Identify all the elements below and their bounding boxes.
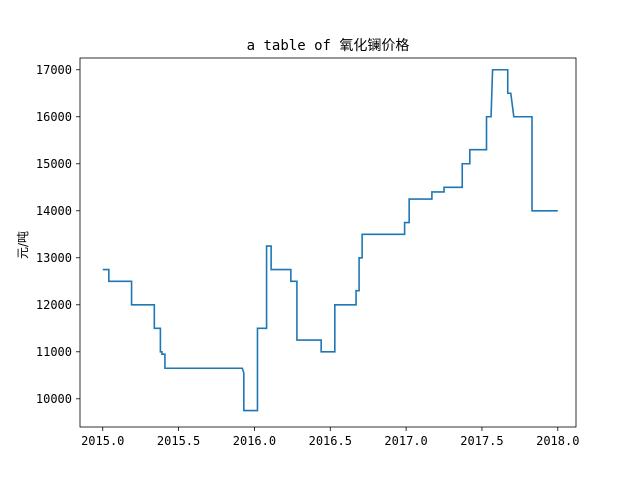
x-tick-label: 2016.5	[309, 434, 352, 448]
y-tick-label: 13000	[36, 251, 72, 265]
x-tick-label: 2018.0	[536, 434, 579, 448]
chart-title: a table of 氧化镧价格	[247, 38, 410, 54]
axes-frame	[79, 57, 577, 428]
y-tick-label: 11000	[36, 345, 72, 359]
y-tick-label: 15000	[36, 157, 72, 171]
plot-area: 2015.0 2015.5 2016.0 2016.5 2017.0 2017.5 2018…	[36, 57, 579, 448]
y-tick-label: 14000	[36, 204, 72, 218]
y-tick-label: 12000	[36, 298, 72, 312]
x-tick-label: 2015.5	[157, 434, 200, 448]
x-axis-ticks: 2015.0 2015.5 2016.0 2016.5 2017.0 2017.5 2018…	[81, 427, 579, 448]
y-tick-label: 16000	[36, 110, 72, 124]
x-tick-label: 2015.0	[81, 434, 124, 448]
y-axis-ticks: 10000 11000 12000 13000 14000 15000 16000 17000	[36, 63, 80, 406]
series-layer	[102, 68, 558, 412]
x-tick-label: 2017.0	[384, 434, 427, 448]
price-series-line	[102, 68, 558, 412]
x-tick-label: 2017.5	[460, 434, 503, 448]
y-tick-label: 17000	[36, 63, 72, 77]
y-tick-label: 10000	[36, 392, 72, 406]
x-tick-label: 2016.0	[233, 434, 276, 448]
y-axis-label: 元/吨	[16, 231, 30, 259]
